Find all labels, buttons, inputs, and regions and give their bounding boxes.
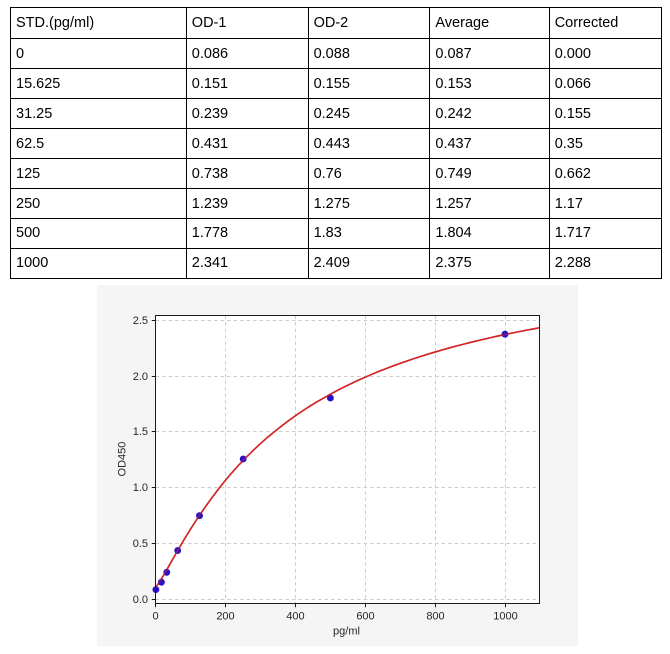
svg-text:pg/ml: pg/ml bbox=[333, 625, 360, 637]
svg-text:2.0: 2.0 bbox=[133, 371, 148, 383]
svg-text:1000: 1000 bbox=[493, 610, 517, 622]
svg-text:0: 0 bbox=[152, 610, 158, 622]
svg-text:600: 600 bbox=[356, 610, 374, 622]
svg-text:800: 800 bbox=[426, 610, 444, 622]
svg-text:1.0: 1.0 bbox=[133, 482, 148, 494]
svg-text:200: 200 bbox=[216, 610, 234, 622]
svg-text:0.5: 0.5 bbox=[133, 538, 148, 550]
svg-text:0.0: 0.0 bbox=[133, 594, 148, 606]
svg-text:2.5: 2.5 bbox=[133, 315, 148, 327]
svg-text:OD450: OD450 bbox=[116, 442, 128, 477]
svg-text:400: 400 bbox=[286, 610, 304, 622]
svg-text:1.5: 1.5 bbox=[133, 426, 148, 438]
